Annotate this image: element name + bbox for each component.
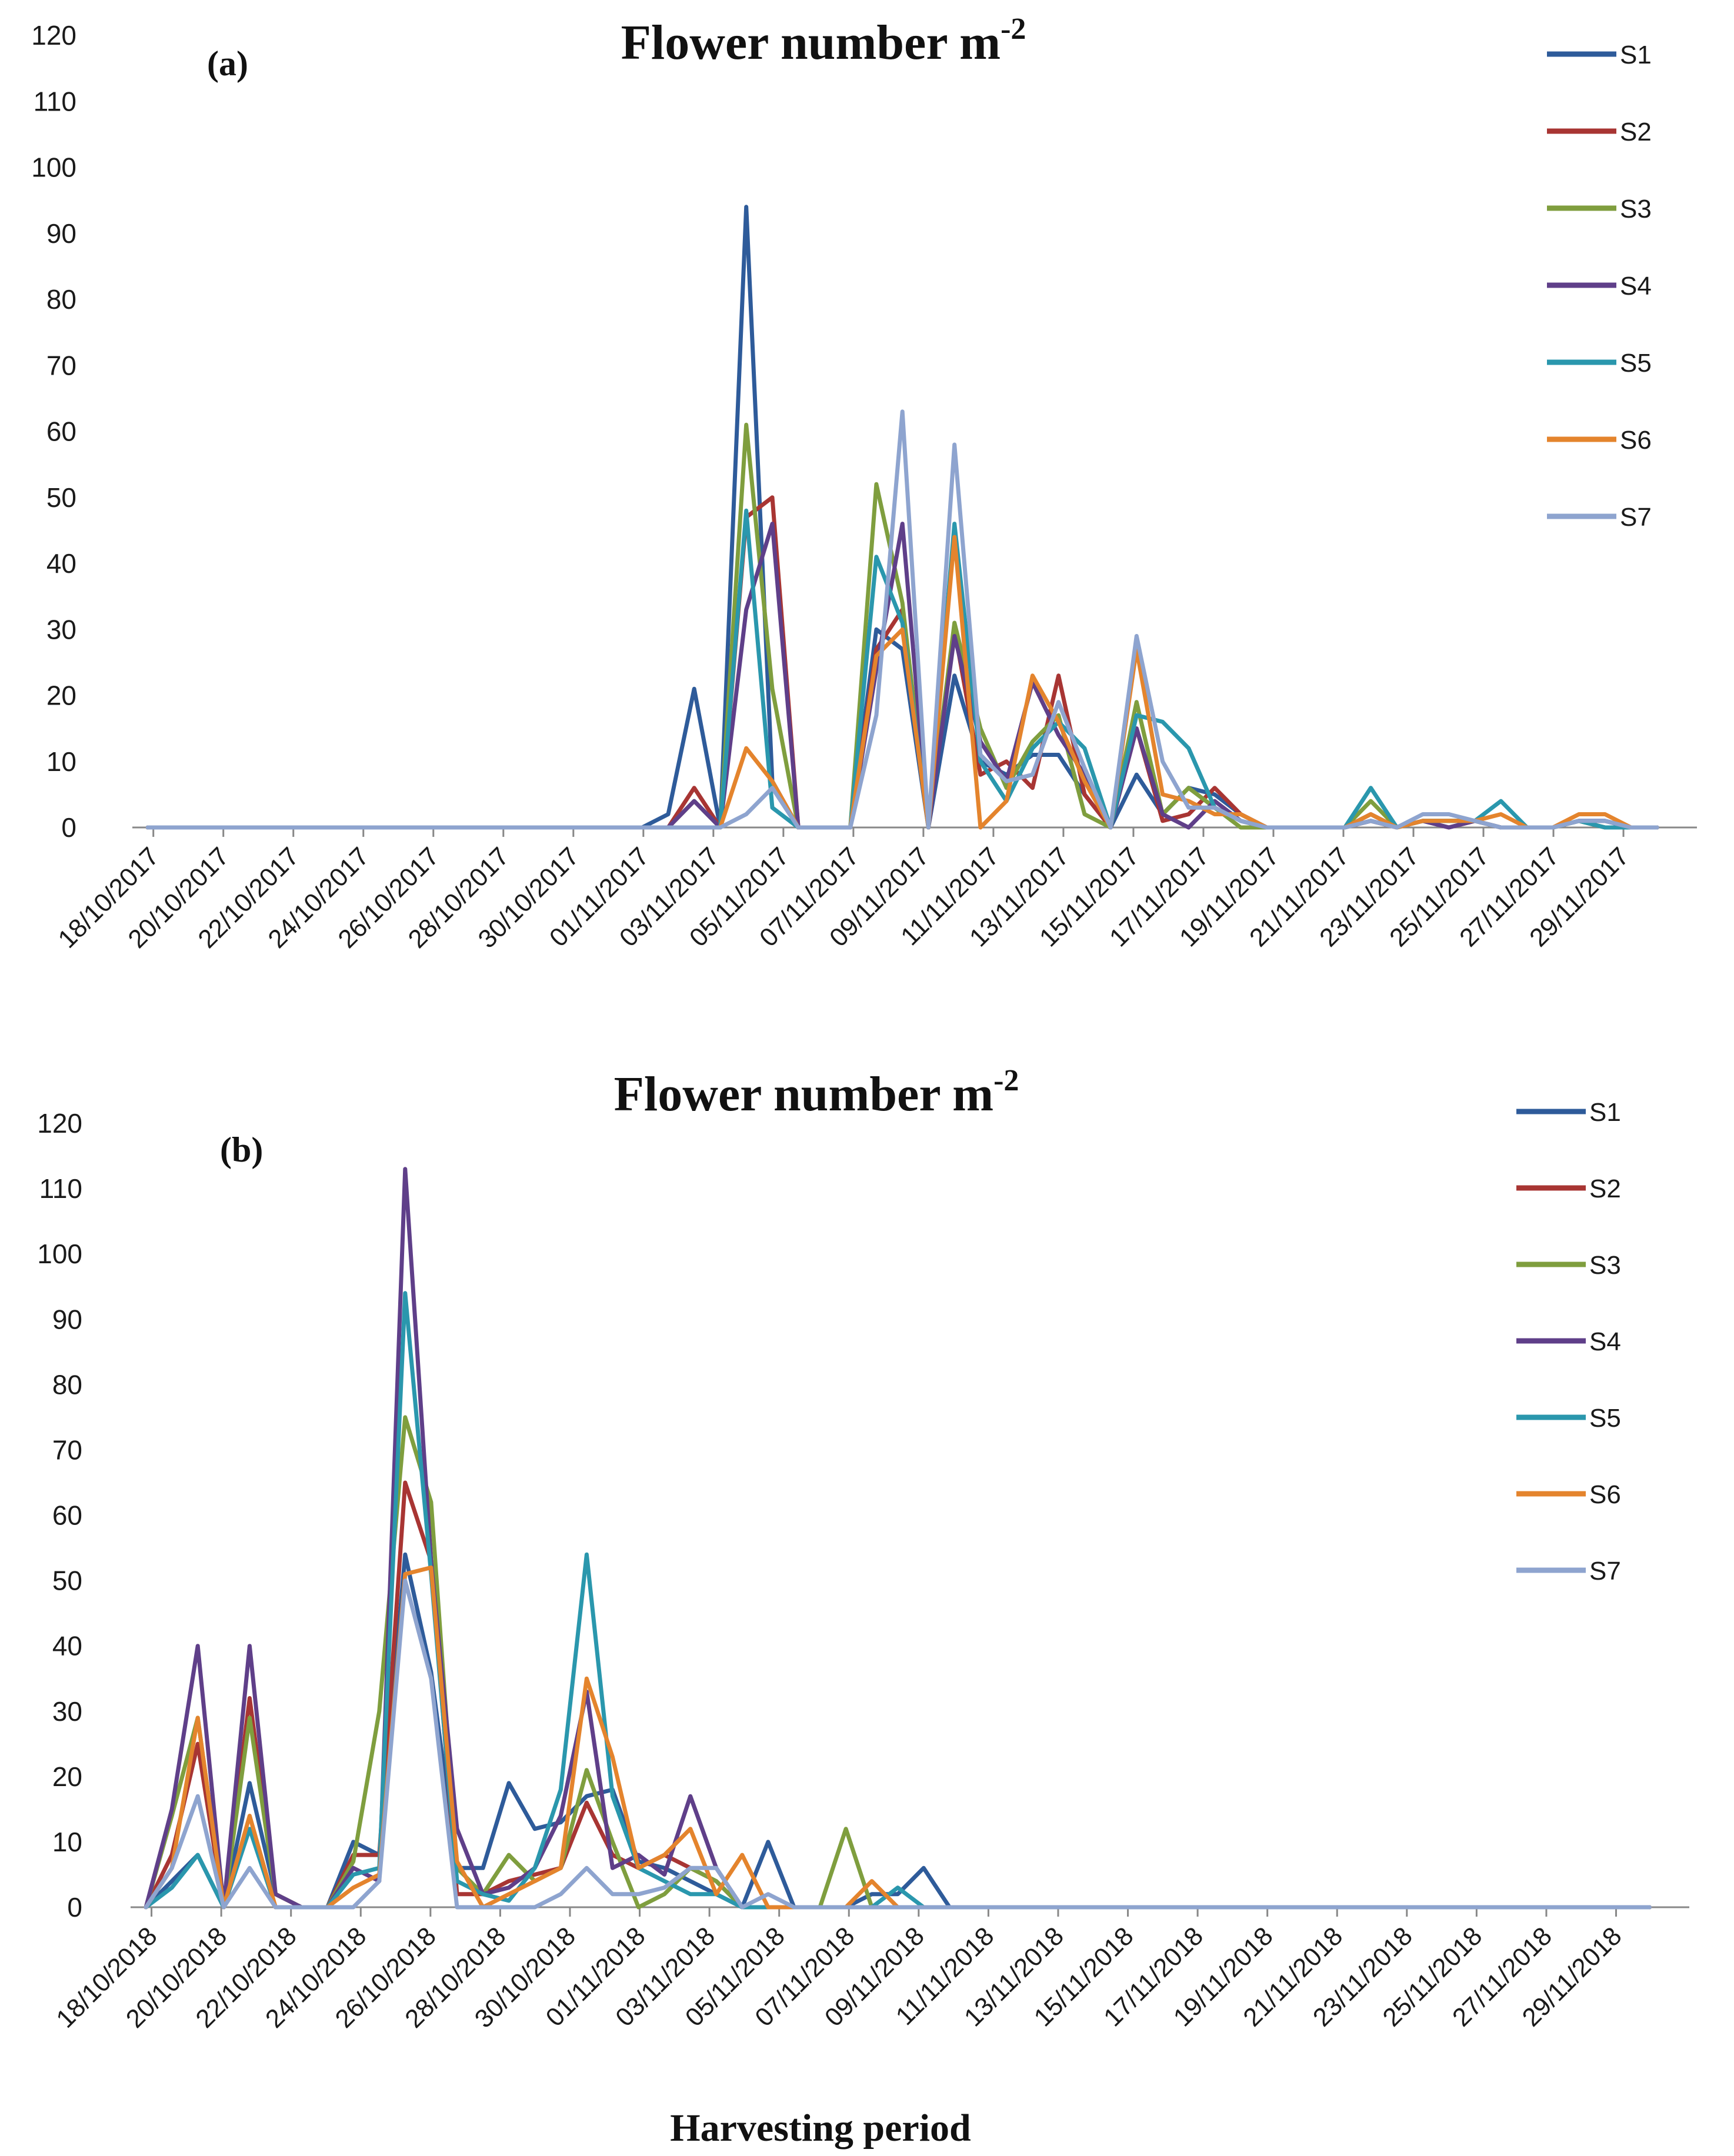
y-tick-label: 30 xyxy=(46,614,76,645)
series-group-b xyxy=(144,1167,1652,1910)
y-tick-label: 110 xyxy=(34,86,76,116)
y-tick-label: 120 xyxy=(31,20,76,51)
legend-a: S1 S2 S3 S4 S5 S6 S7 xyxy=(1547,41,1652,532)
y-tick-label: 80 xyxy=(46,284,76,315)
chart-title-a-text: Flower number m xyxy=(621,15,1001,70)
legend-label-s3: S3 xyxy=(1589,1251,1621,1280)
chart-panel-b: Flower number m-2 (b) 0 10 20 30 40 50 60 70 80 9… xyxy=(37,1064,1689,2034)
y-tick-label: 120 xyxy=(37,1108,82,1139)
legend-label-s1: S1 xyxy=(1589,1098,1621,1127)
y-tick-label: 100 xyxy=(37,1239,82,1269)
y-tick-label: 50 xyxy=(46,482,76,513)
legend-label-s2: S2 xyxy=(1589,1174,1621,1203)
y-tick-label: 60 xyxy=(46,416,76,447)
x-axis-title: Harvesting period xyxy=(670,2107,971,2150)
y-tick-label: 80 xyxy=(52,1369,82,1400)
panel-label-a: (a) xyxy=(207,44,248,83)
legend-label-s2: S2 xyxy=(1620,118,1652,146)
y-tick-label: 40 xyxy=(52,1631,82,1661)
legend-label-s4: S4 xyxy=(1620,272,1652,301)
chart-title-a-superscript: -2 xyxy=(1001,12,1026,46)
y-tick-label: 30 xyxy=(52,1696,82,1727)
chart-title-b-text: Flower number m xyxy=(614,1067,994,1122)
y-tick-label: 70 xyxy=(46,350,76,381)
y-tick-label: 40 xyxy=(46,548,76,579)
legend-label-s1: S1 xyxy=(1620,41,1652,69)
legend-label-s5: S5 xyxy=(1620,349,1652,378)
legend-label-s6: S6 xyxy=(1620,426,1652,455)
series-group-a xyxy=(145,205,1659,830)
y-tick-label: 60 xyxy=(52,1500,82,1531)
legend-label-s3: S3 xyxy=(1620,195,1652,223)
legend-label-s4: S4 xyxy=(1589,1327,1621,1356)
legend-label-s7: S7 xyxy=(1620,503,1652,532)
panel-label-b: (b) xyxy=(220,1130,263,1169)
legend-label-s6: S6 xyxy=(1589,1480,1621,1509)
y-tick-label: 110 xyxy=(39,1173,82,1204)
legend-b: S1 S2 S3 S4 S5 S6 S7 xyxy=(1516,1098,1621,1586)
y-tick-label: 90 xyxy=(52,1304,82,1334)
y-tick-label: 0 xyxy=(67,1892,82,1923)
y-tick-label: 10 xyxy=(46,746,76,777)
y-tick-label: 20 xyxy=(52,1761,82,1792)
y-tick-label: 70 xyxy=(52,1434,82,1465)
y-tick-label: 90 xyxy=(46,218,76,249)
y-axis-b: 0 10 20 30 40 50 60 70 80 90 100 110 120 xyxy=(37,1108,82,1923)
y-tick-label: 0 xyxy=(61,812,76,843)
series-line-s7 xyxy=(145,409,1659,830)
y-axis-a: 0 10 20 30 40 50 60 70 80 90 100 110 120 xyxy=(31,20,76,843)
chart-title-b: Flower number m-2 xyxy=(614,1064,1019,1122)
y-tick-label: 100 xyxy=(31,152,76,183)
chart-title-b-superscript: -2 xyxy=(993,1064,1019,1097)
y-tick-label: 50 xyxy=(52,1566,82,1596)
legend-label-s7: S7 xyxy=(1589,1557,1621,1586)
series-line-s7 xyxy=(144,1578,1652,1910)
chart-title-a: Flower number m-2 xyxy=(621,12,1026,70)
y-tick-label: 20 xyxy=(46,680,76,711)
y-tick-label: 10 xyxy=(52,1827,82,1857)
legend-label-s5: S5 xyxy=(1589,1404,1621,1433)
